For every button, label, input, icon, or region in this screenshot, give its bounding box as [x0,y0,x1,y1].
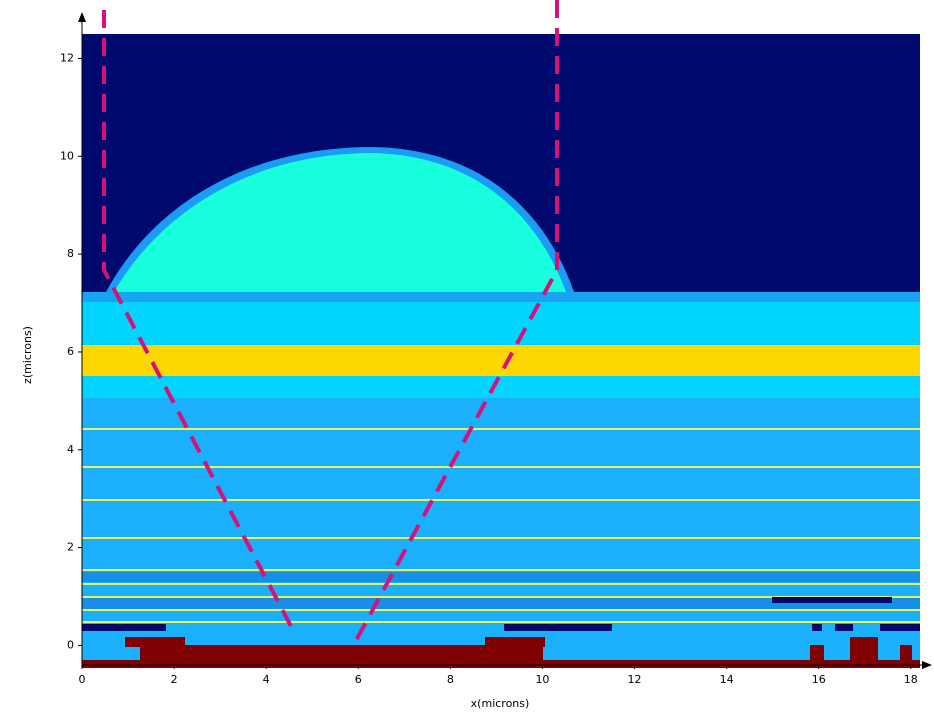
x-tick-label: 8 [447,673,454,686]
y-tick-label: 8 [67,247,74,260]
x-tick-label: 4 [263,673,270,686]
y-axis-arrow [78,12,86,22]
layer [82,572,920,582]
x-tick-label: 12 [628,673,642,686]
layer [82,292,920,302]
y-tick-label: 10 [60,149,74,162]
x-tick-label: 14 [720,673,734,686]
x-tick-label: 10 [535,673,549,686]
y-tick-label: 0 [67,638,74,651]
color-filter-layer [82,345,920,376]
dielectric-stack [82,398,920,623]
y-axis-label: z(microns) [21,326,34,384]
y-tick-label: 4 [67,443,74,456]
chart: x(microns) z(microns) 0 2 4 6 8 10 12 14 16 18 0 2 4… [0,0,934,714]
x-axis-label: x(microns) [471,697,530,710]
y-tick-label: 2 [67,541,74,554]
x-tick-label: 16 [812,673,826,686]
y-tick-label: 12 [60,51,74,64]
layer [82,302,920,345]
layer [82,376,920,398]
x-tick-label: 2 [171,673,178,686]
x-tick-label: 6 [355,673,362,686]
y-tick-label: 6 [67,345,74,358]
x-axis-arrow [922,661,932,669]
x-tick-label: 0 [79,673,86,686]
cross-section-image [82,0,920,668]
x-tick-label: 18 [904,673,918,686]
